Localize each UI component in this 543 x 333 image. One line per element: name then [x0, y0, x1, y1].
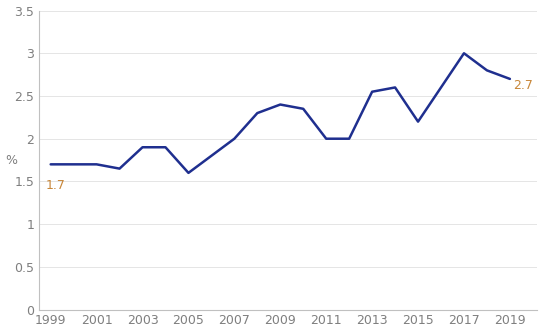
Text: 2.7: 2.7: [513, 79, 533, 92]
Y-axis label: %: %: [5, 154, 17, 166]
Text: 1.7: 1.7: [46, 179, 66, 192]
